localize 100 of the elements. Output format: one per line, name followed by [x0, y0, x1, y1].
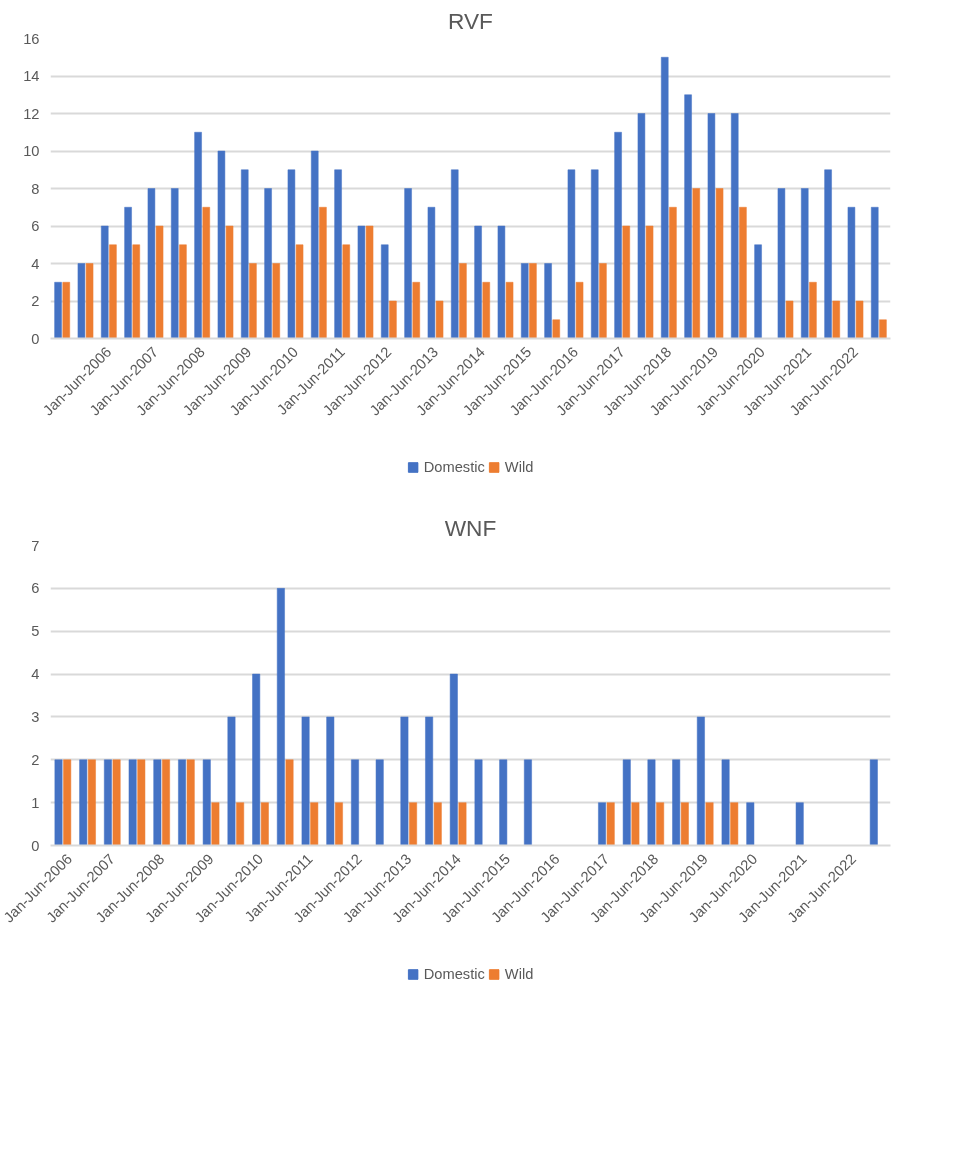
bar [680, 802, 689, 846]
bar [795, 802, 804, 846]
bar [295, 244, 304, 339]
bar [731, 113, 739, 339]
bar [334, 169, 342, 339]
bar [458, 802, 467, 846]
bar [194, 132, 202, 339]
bar [622, 225, 630, 339]
bar [785, 300, 794, 339]
bar [598, 802, 606, 846]
bar [153, 759, 162, 846]
bar [824, 169, 832, 339]
bar [809, 282, 817, 339]
y-tick-label: 3 [31, 708, 40, 725]
bar [301, 716, 310, 846]
bar [285, 759, 294, 846]
bar [217, 150, 226, 339]
y-tick-label: 12 [23, 105, 40, 122]
bar [260, 802, 269, 846]
bar [647, 759, 656, 846]
bar [178, 759, 186, 846]
bar [656, 802, 665, 846]
bar [112, 759, 121, 846]
bar [425, 716, 434, 846]
bar [459, 263, 467, 339]
bar [482, 282, 490, 339]
bar [847, 207, 856, 339]
y-tick-label: 14 [23, 68, 40, 84]
bar [211, 802, 220, 846]
bar [179, 244, 187, 339]
bar [147, 188, 156, 339]
bar [869, 759, 878, 846]
y-tick-label: 8 [31, 180, 40, 197]
bar [287, 169, 296, 339]
bar [754, 244, 762, 339]
bar [342, 244, 350, 339]
bar [155, 225, 164, 339]
bar [381, 244, 389, 339]
bar [449, 673, 458, 846]
legend-label: Wild [504, 459, 534, 475]
bar [575, 282, 584, 339]
bar [357, 225, 366, 339]
bar [497, 225, 506, 339]
y-tick-label: 6 [31, 218, 40, 234]
bar [162, 759, 170, 846]
chart-title: RVF [448, 7, 493, 34]
bar [319, 207, 327, 339]
bar [87, 759, 96, 846]
bar [54, 759, 63, 846]
bar [249, 263, 257, 339]
bar [128, 759, 137, 846]
bar [433, 802, 442, 846]
bar [529, 263, 537, 339]
y-tick-label: 2 [31, 751, 40, 768]
bar [227, 716, 236, 846]
y-tick-label: 0 [31, 330, 40, 347]
bar [62, 282, 70, 339]
legend-label: Domestic [423, 459, 485, 475]
bar [326, 716, 335, 846]
y-tick-label: 1 [31, 794, 40, 811]
bar [661, 57, 669, 339]
bar [645, 225, 654, 339]
bar [474, 225, 482, 339]
bar [521, 263, 529, 339]
bar [739, 207, 747, 339]
bar [202, 207, 210, 339]
bar [599, 263, 607, 339]
bar [202, 759, 211, 846]
bar [335, 802, 343, 846]
bar [400, 716, 409, 846]
legend-label: Wild [504, 966, 534, 982]
bar [54, 282, 62, 339]
bar [225, 225, 234, 339]
bar [109, 244, 117, 339]
bar [77, 263, 86, 339]
bar [404, 188, 412, 339]
legend-label: Domestic [423, 966, 485, 982]
bar [451, 169, 459, 339]
bar [696, 716, 705, 846]
bar [879, 319, 887, 339]
y-tick-label: 6 [31, 580, 40, 597]
bar [746, 802, 755, 846]
bar [730, 802, 739, 846]
bar [63, 759, 72, 846]
y-tick-label: 4 [31, 666, 40, 683]
bar [637, 113, 646, 339]
bar [186, 759, 195, 846]
bar [552, 319, 560, 339]
bar [832, 300, 840, 339]
bar [567, 169, 576, 339]
bar [272, 263, 280, 339]
bar [104, 759, 112, 846]
y-tick-label: 16 [23, 30, 40, 47]
bar [692, 188, 700, 339]
bar [499, 759, 508, 846]
bar [389, 300, 397, 339]
bar [631, 802, 640, 846]
y-tick-label: 5 [31, 623, 40, 640]
bar [236, 802, 245, 846]
bar [435, 300, 444, 339]
